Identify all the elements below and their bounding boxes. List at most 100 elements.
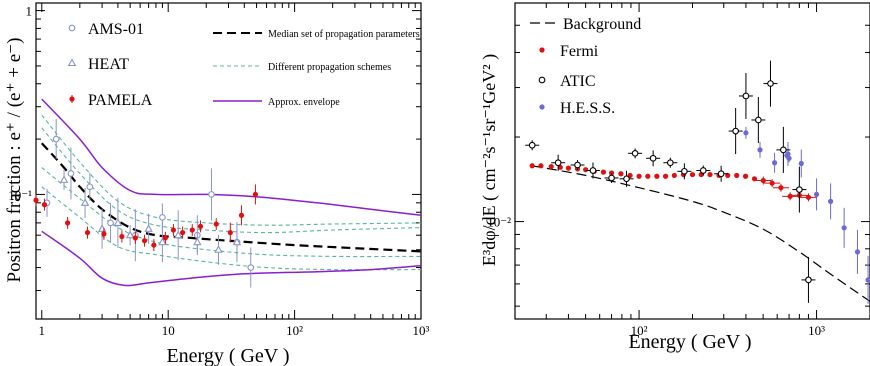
heat-point [80, 198, 90, 206]
legend-label: H.E.S.S. [560, 100, 615, 117]
legend-label: AMS-01 [88, 21, 144, 38]
propagation-scheme-line [41, 186, 422, 271]
fermi-point [689, 171, 696, 178]
pamela-point [179, 229, 186, 236]
hess-point [771, 160, 778, 166]
heat-point [59, 175, 69, 183]
ams-point [107, 219, 114, 227]
fermi-point [805, 194, 812, 200]
atic-point [767, 80, 774, 87]
heat-point [158, 237, 167, 246]
left-chart-layer: 1 10 10² 10³ 10⁻¹ 1 AMS-01 HEAT PAMELA Median set… [8, 3, 430, 338]
fermi-point [654, 173, 660, 179]
pamela-point [84, 229, 91, 236]
hess-point [757, 147, 763, 153]
legend-label: ATIC [560, 73, 596, 90]
pamela-point [189, 227, 195, 233]
atic-point [681, 167, 688, 175]
atic-point [755, 116, 762, 124]
ams-point [86, 183, 94, 191]
envelope-line [41, 98, 422, 217]
ams-point [67, 170, 75, 177]
pamela-point [213, 221, 219, 227]
fermi-point [538, 163, 544, 169]
legend-label: PAMELA [88, 92, 153, 109]
ams-point [159, 214, 166, 221]
atic-point [717, 170, 725, 178]
fermi-point [778, 185, 784, 191]
left-x-axis-label: Energy ( GeV ) [166, 345, 289, 366]
x-tick-label: 10² [631, 323, 648, 338]
atic-point [528, 141, 536, 149]
legend-marker [538, 76, 546, 84]
fermi-point [636, 173, 642, 179]
pamela-point [132, 235, 138, 241]
fermi-point [760, 177, 766, 184]
fermi-point [557, 164, 563, 170]
legend-marker [539, 47, 545, 53]
ams-point [208, 191, 215, 198]
fermi-point [671, 172, 677, 179]
hess-point [813, 191, 820, 197]
x-tick-label: 10² [286, 323, 303, 338]
x-tick-label: 1 [39, 323, 46, 338]
fermi-point [707, 171, 713, 178]
y-tick-label: 10⁻¹ [8, 187, 32, 202]
legend-label: Fermi [560, 43, 599, 60]
atic-point [623, 175, 630, 183]
legend-marker [539, 104, 545, 110]
ams-point [52, 135, 60, 143]
fermi-point [583, 167, 589, 173]
y-tick-label: 10⁻² [487, 215, 511, 230]
hess-point [854, 249, 861, 255]
x-tick-label: 10³ [413, 323, 430, 338]
heat-point [214, 245, 223, 253]
x-tick-label: 10 [162, 323, 175, 338]
fermi-point [565, 165, 572, 171]
right-x-axis-label: Energy ( GeV ) [628, 331, 751, 353]
heat-point [232, 237, 242, 246]
fermi-point [529, 163, 535, 169]
fermi-point [662, 173, 669, 179]
atic-point [805, 276, 812, 284]
pamela-point [33, 197, 39, 203]
heat-point [193, 237, 202, 246]
fermi-point [618, 171, 624, 177]
pamela-point [64, 220, 71, 226]
median-line [40, 142, 422, 253]
left-y-axis-label: Positron fraction : e⁺ / (e⁺ + e⁻) [4, 38, 25, 283]
legend-label: Background [563, 16, 641, 33]
atic-point [589, 167, 597, 174]
atic-point [574, 161, 581, 169]
hess-point [785, 151, 791, 157]
legend-marker [67, 58, 77, 67]
propagation-scheme-line [41, 114, 422, 226]
fermi-point [600, 169, 607, 175]
propagation-scheme-line [41, 127, 422, 234]
propagation-scheme-line [41, 167, 422, 258]
right-chart-layer: 10² 10³ 10⁻² Background Fermi ATIC H.E.S.S. [487, 2, 870, 338]
hess-point [798, 160, 804, 167]
pamela-point [162, 235, 168, 241]
pamela-point [119, 233, 125, 240]
legend-label: HEAT [88, 56, 129, 73]
heat-point [173, 230, 183, 239]
fermi-point [769, 180, 775, 186]
hess-point [841, 225, 847, 231]
heat-point [97, 224, 107, 232]
pamela-point [197, 223, 204, 229]
pamela-point [252, 191, 259, 198]
right-y-axis-label: E³dφ/dE ( cm⁻²s⁻¹sr⁻¹GeV² ) [479, 54, 500, 266]
fermi-point [645, 173, 651, 179]
atic-point [699, 167, 707, 174]
pamela-point [41, 202, 48, 208]
atic-point [554, 159, 562, 167]
pamela-point [170, 227, 177, 233]
hess-point [865, 277, 870, 283]
x-tick-label: 10³ [808, 323, 825, 338]
pamela-point [238, 212, 245, 218]
atic-point [796, 186, 803, 193]
legend-marker [68, 24, 76, 32]
ams-point [247, 264, 255, 271]
